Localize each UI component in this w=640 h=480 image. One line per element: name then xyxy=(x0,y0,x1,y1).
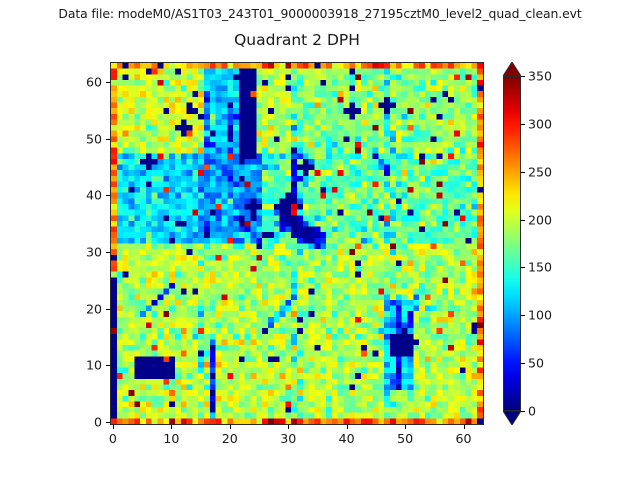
y-tick-label: 20 xyxy=(85,301,102,317)
colorbar-extend-max-arrow xyxy=(503,62,521,76)
x-tick-label: 30 xyxy=(280,431,297,446)
colorbar-tick-label: 200 xyxy=(528,212,553,228)
y-tick-label: 10 xyxy=(85,357,102,373)
y-tick-label: 40 xyxy=(85,187,102,203)
plot-title: Quadrant 2 DPH xyxy=(234,31,360,49)
x-tick-label: 40 xyxy=(338,431,355,446)
x-tick-label: 10 xyxy=(163,431,180,446)
y-tick-mark xyxy=(106,195,110,197)
y-tick-label: 60 xyxy=(85,74,102,90)
y-tick-mark xyxy=(106,422,110,424)
colorbar-tick-label: 100 xyxy=(528,307,553,323)
y-tick-mark xyxy=(106,138,110,140)
heatmap-axes[interactable] xyxy=(110,62,484,425)
colorbar-tick-label: 350 xyxy=(528,68,553,84)
x-tick-mark xyxy=(112,425,114,429)
x-tick-label: 0 xyxy=(108,431,117,446)
colorbar[interactable] xyxy=(503,62,521,425)
colorbar-tick-label: 300 xyxy=(528,116,553,132)
x-tick-label: 20 xyxy=(221,431,238,446)
y-tick-mark xyxy=(106,308,110,310)
x-tick-mark xyxy=(288,425,290,429)
colorbar-gradient xyxy=(504,77,520,410)
x-tick-label: 50 xyxy=(397,431,414,446)
colorbar-tick-label: 50 xyxy=(528,355,545,371)
x-tick-label: 60 xyxy=(455,431,472,446)
y-tick-mark xyxy=(106,365,110,367)
detector-heatmap-image[interactable] xyxy=(111,63,483,424)
x-tick-mark xyxy=(171,425,173,429)
y-tick-label: 30 xyxy=(85,244,102,260)
colorbar-tick-label: 150 xyxy=(528,259,553,275)
y-tick-label: 0 xyxy=(93,414,102,430)
x-tick-mark xyxy=(346,425,348,429)
y-tick-mark xyxy=(106,81,110,83)
colorbar-tick-label: 0 xyxy=(528,403,537,419)
x-tick-mark xyxy=(463,425,465,429)
y-tick-label: 50 xyxy=(85,131,102,147)
colorbar-tick-mark xyxy=(521,363,525,365)
colorbar-tick-mark xyxy=(521,171,525,173)
colorbar-tick-mark xyxy=(521,315,525,317)
colorbar-gradient-body[interactable] xyxy=(503,76,521,411)
x-tick-mark xyxy=(229,425,231,429)
colorbar-tick-mark xyxy=(521,76,525,77)
colorbar-tick-mark xyxy=(521,267,525,269)
x-tick-mark xyxy=(405,425,407,429)
data-file-suptitle: Data file: modeM0/AS1T03_243T01_90000039… xyxy=(58,6,582,21)
y-tick-mark xyxy=(106,252,110,253)
colorbar-tick-label: 250 xyxy=(528,164,553,180)
colorbar-extend-min-arrow xyxy=(503,411,521,425)
colorbar-tick-mark xyxy=(521,411,525,412)
colorbar-tick-mark xyxy=(521,219,525,221)
colorbar-tick-mark xyxy=(521,123,525,125)
